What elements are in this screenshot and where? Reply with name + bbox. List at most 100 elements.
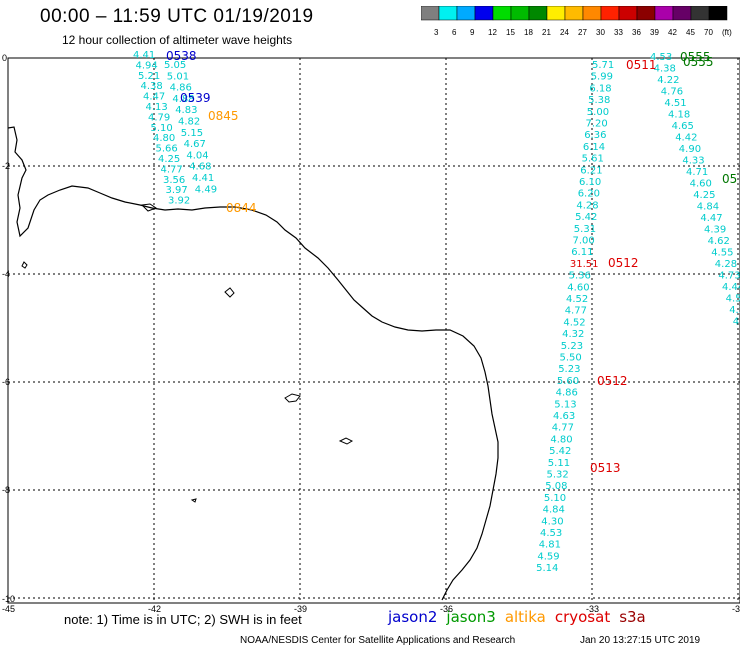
swh-value: 4.77 xyxy=(552,423,574,434)
swh-value: 4.60 xyxy=(690,179,712,190)
swh-value: 4.52 xyxy=(563,317,585,328)
swh-value: 4.90 xyxy=(679,144,701,155)
lon-tick-label: -33 xyxy=(586,604,599,614)
pass-label-jason3-0555a: 0555 xyxy=(680,50,711,64)
colorbar-label: 45 xyxy=(686,28,695,37)
swh-value: 4.53 xyxy=(540,528,562,539)
swh-value: 31.51 xyxy=(570,259,599,270)
map-frame xyxy=(7,57,740,604)
swh-value: 5.14 xyxy=(536,563,558,574)
swh-value: 4.81 xyxy=(539,540,561,551)
swh-value: 5.13 xyxy=(554,399,576,410)
swh-value: 6.18 xyxy=(589,83,611,94)
credit-line: NOAA/NESDIS Center for Satellite Applica… xyxy=(240,635,516,646)
colorbar-label: (ft) xyxy=(722,28,732,37)
satellite-legend: jason2 jason3 altika cryosat s3a xyxy=(388,608,655,626)
swh-value: 4.80 xyxy=(550,434,572,445)
pass-label-cryosat-0511: 0511 xyxy=(626,58,657,72)
swh-value: 4.30 xyxy=(541,516,563,527)
swh-value: 4.83 xyxy=(175,105,197,116)
graticule xyxy=(7,57,740,603)
swh-value: 6.36 xyxy=(584,130,606,141)
swh-value: 4.88 xyxy=(172,94,194,105)
lat-tick-label: -4 xyxy=(2,269,10,279)
swh-value: 4.51 xyxy=(664,98,686,109)
swh-value: 5.99 xyxy=(591,72,613,83)
swh-value: 4.82 xyxy=(178,117,200,128)
pass-label-jason3-edge: 05 xyxy=(722,172,737,186)
swh-value: 6.21 xyxy=(580,165,602,176)
lat-tick-label: -10 xyxy=(2,594,15,604)
colorbar-label: 30 xyxy=(596,28,605,37)
swh-value: 4.71 xyxy=(686,167,708,178)
island-noronha xyxy=(284,393,301,403)
swh-value: 4.67 xyxy=(184,139,206,150)
swh-value: 4.62 xyxy=(708,236,730,247)
colorbar-label: 36 xyxy=(632,28,641,37)
swh-value: 3.97 xyxy=(166,185,188,196)
swh-value: 5.10 xyxy=(151,123,173,134)
swh-value: 4.41 xyxy=(133,50,155,61)
generation-timestamp: Jan 20 13:27:15 UTC 2019 xyxy=(580,635,701,646)
colorbar-label: 9 xyxy=(470,28,475,37)
swh-value: 4.79 xyxy=(148,112,170,123)
swh-value: 4.36 xyxy=(729,305,740,316)
colorbar-label: 27 xyxy=(578,28,587,37)
footnote: note: 1) Time is in UTC; 2) SWH is in fe… xyxy=(64,612,302,627)
swh-value: 4.28 xyxy=(576,200,598,211)
colorbar-label: 39 xyxy=(650,28,659,37)
swh-value: 5.05 xyxy=(164,60,186,71)
swh-value: 7.00 xyxy=(573,236,595,247)
lon-tick-label: -39 xyxy=(294,604,307,614)
lat-tick-label: 0 xyxy=(2,53,7,63)
pass-label-cryosat-0513: 0513 xyxy=(590,461,621,475)
swh-value: 5.01 xyxy=(167,71,189,82)
swh-value: 5.31 xyxy=(574,224,596,235)
lon-tick-label: -30 xyxy=(732,604,740,614)
swh-value: 4.25 xyxy=(693,190,715,201)
swh-value: 5.21 xyxy=(138,71,160,82)
swh-value: 5.00 xyxy=(587,107,609,118)
swh-value: 4.63 xyxy=(553,411,575,422)
swh-value: 4.65 xyxy=(672,121,694,132)
pass-label-cryosat-0512a: 0512 xyxy=(608,256,639,270)
swh-value: 4.69 xyxy=(733,317,740,328)
swh-value: 6.10 xyxy=(579,177,601,188)
swh-value: 5.15 xyxy=(181,128,203,139)
swh-tracks: 4.414.945.214.384.474.134.795.104.805.66… xyxy=(133,50,740,574)
swh-value: 5.36 xyxy=(569,271,591,282)
colorbar-label: 21 xyxy=(542,28,551,37)
swh-value: 6.11 xyxy=(571,247,593,258)
swh-value: 5.23 xyxy=(561,341,583,352)
swh-value: 4.76 xyxy=(661,87,683,98)
swh-value: 4.25 xyxy=(158,154,180,165)
swh-value: 4.60 xyxy=(567,282,589,293)
map-subtitle: 12 hour collection of altimeter wave hei… xyxy=(62,33,293,47)
swh-value: 4.22 xyxy=(657,75,679,86)
swh-value: 5.23 xyxy=(558,364,580,375)
swh-value: 4.13 xyxy=(146,102,168,113)
swh-value: 4.68 xyxy=(189,162,211,173)
pass-label-jason2-0539: 0539 xyxy=(180,91,211,105)
swh-value: 4.33 xyxy=(682,156,704,167)
colorbar-label: 6 xyxy=(452,28,457,37)
swh-value: 3.56 xyxy=(163,175,185,186)
swh-value: 6.20 xyxy=(578,189,600,200)
pass-label-cryosat-0512b: 0512 xyxy=(597,374,628,388)
swh-value: 4.44 xyxy=(722,282,740,293)
colorbar-label: 15 xyxy=(506,28,515,37)
colorbar-label: 42 xyxy=(668,28,677,37)
swh-value: 5.32 xyxy=(547,470,569,481)
swh-value: 5.38 xyxy=(588,95,610,106)
colorbar-swatches xyxy=(420,5,728,21)
swh-value: 3.92 xyxy=(168,196,190,207)
island-marajo-offshore xyxy=(21,261,28,269)
pass-label-jason2-0538: 0538 xyxy=(166,49,197,63)
lat-tick-label: -8 xyxy=(2,485,10,495)
swh-value: 4.55 xyxy=(711,248,733,259)
swh-value: 5.50 xyxy=(560,353,582,364)
wave-height-colorbar: 3 6 9 12 15 18 21 24 27 30 33 36 39 42 45 70 (ft) xyxy=(420,5,732,37)
swh-value: 5.11 xyxy=(548,458,570,469)
swh-value: 5.08 xyxy=(545,481,567,492)
